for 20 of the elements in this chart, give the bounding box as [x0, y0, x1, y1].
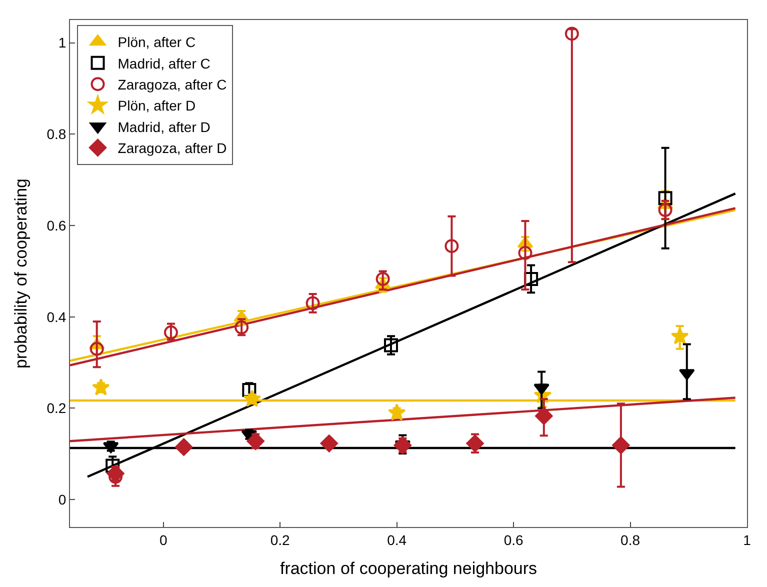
x-tick-label: 0.8: [620, 532, 640, 548]
legend-label: Madrid, after D: [118, 118, 210, 135]
legend-label: Zaragoza, after C: [118, 76, 227, 93]
y-tick-label: 0.2: [46, 400, 66, 416]
x-tick-label: 0: [159, 532, 168, 548]
x-axis-title: fraction of cooperating neighbours: [280, 559, 538, 578]
legend-label: Zaragoza, after D: [118, 140, 227, 156]
y-tick-label: 1: [58, 34, 66, 51]
y-axis-title: probability of cooperating: [11, 178, 30, 368]
x-tick-label: 0.2: [270, 532, 290, 548]
x-tick-label: 0.6: [504, 532, 524, 548]
y-tick-label: 0.6: [46, 217, 66, 234]
y-tick-label: 0.8: [46, 126, 66, 142]
x-tick-label: 1: [743, 532, 752, 548]
legend-label: Plön, after C: [118, 34, 196, 50]
legend-label: Madrid, after C: [118, 55, 210, 72]
x-tick-label: 0.4: [387, 532, 407, 548]
y-tick-label: 0: [58, 491, 66, 508]
y-tick-label: 0.4: [46, 308, 66, 325]
legend-label: Plön, after D: [118, 98, 196, 114]
